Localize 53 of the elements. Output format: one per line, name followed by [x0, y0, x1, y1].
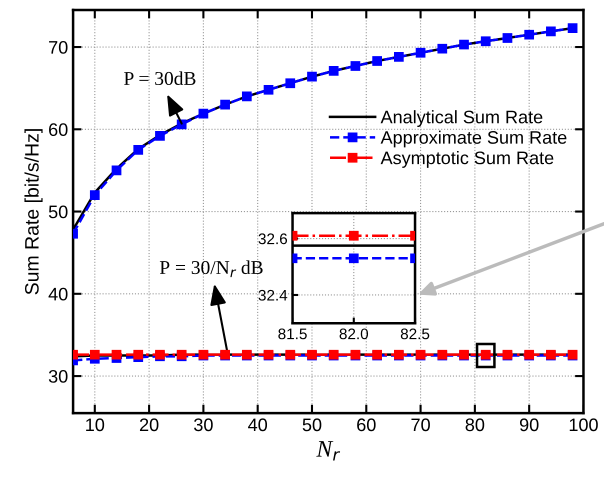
- point: [112, 350, 122, 360]
- point: [155, 131, 165, 141]
- point: [524, 30, 534, 40]
- y-tick-label: 70: [49, 40, 68, 54]
- point: [307, 72, 317, 82]
- point: [372, 56, 382, 66]
- point: [480, 36, 491, 46]
- x-tick-label: 82.5: [400, 328, 430, 340]
- point: [90, 350, 100, 360]
- y-tick-label: 32.6: [258, 233, 288, 244]
- y-tick-label: 30: [48, 370, 68, 383]
- point: [437, 44, 448, 54]
- x-tick-label: 90: [520, 418, 539, 432]
- y-axis-title: Sum Rate [bit/s/Hz]: [24, 129, 43, 294]
- point: [416, 48, 426, 58]
- point: [459, 40, 469, 50]
- point: [350, 61, 360, 71]
- y-tick-label: 50: [48, 205, 68, 218]
- x-tick-label: 10: [86, 418, 104, 432]
- x-tick-label: 70: [411, 418, 430, 432]
- x-tick-label: 100: [570, 418, 598, 432]
- x-tick-label: 60: [357, 418, 376, 432]
- x-tick-label: 80: [466, 418, 484, 432]
- x-tick-label: 30: [194, 418, 213, 432]
- point: [220, 100, 230, 110]
- point: [476, 342, 496, 368]
- x-tick-label: 50: [302, 418, 322, 432]
- point: [133, 144, 144, 155]
- y-tick-label: 60: [49, 123, 68, 136]
- point: [112, 166, 122, 176]
- point: [285, 78, 296, 88]
- x-tick-label: 82.0: [340, 328, 368, 340]
- x-tick-label: 40: [248, 418, 268, 432]
- point: [328, 66, 339, 76]
- legend-label: Analytical Sum Rate: [380, 110, 542, 127]
- x-tick-label: 81.5: [278, 328, 307, 340]
- x-axis-title: N$_{r}$: [316, 441, 340, 460]
- annotation: P = 30dB: [124, 71, 196, 86]
- y-tick-label: 32.4: [258, 290, 288, 301]
- point: [198, 108, 208, 119]
- point: [568, 23, 578, 33]
- point: [264, 84, 274, 95]
- legend-label: Asymptotic Sum Rate: [380, 151, 554, 168]
- legend-label: Approximate Sum Rate: [380, 130, 566, 148]
- annotation: P = 30/N$_{r}$ dB: [160, 260, 263, 278]
- point: [502, 33, 512, 43]
- point: [133, 350, 144, 360]
- y-tick-label: 40: [48, 288, 68, 301]
- point: [242, 92, 252, 102]
- point: [394, 52, 404, 62]
- point: [90, 190, 100, 200]
- point: [546, 26, 556, 36]
- x-tick-label: 20: [140, 418, 158, 432]
